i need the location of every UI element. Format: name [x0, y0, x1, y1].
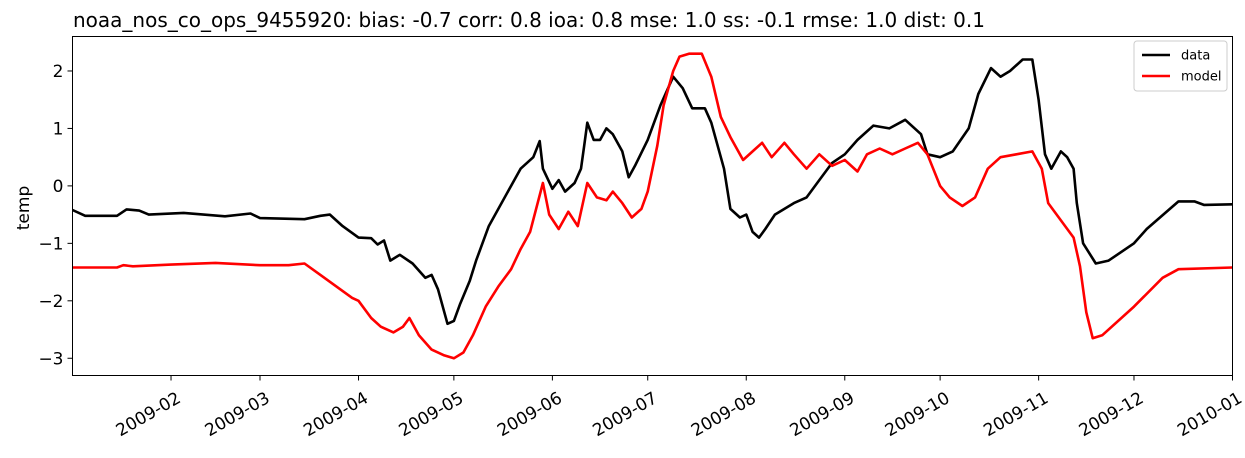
x-tick-label: 2010-01: [1174, 388, 1245, 441]
x-tick-label: 2009-03: [202, 388, 274, 441]
series-line-model: [72, 52, 1233, 360]
x-tick-label: 2009-09: [787, 388, 859, 441]
x-tick-label: 2009-11: [980, 388, 1052, 441]
y-tick-label: 0: [53, 177, 64, 197]
x-tick-label: 2009-07: [590, 388, 662, 441]
y-tick-label: −2: [38, 292, 63, 312]
y-tick-label: 2: [53, 62, 64, 82]
y-axis-label: temp: [14, 186, 34, 230]
x-tick-label: 2009-05: [396, 388, 468, 441]
x-tick-label: 2009-12: [1076, 388, 1148, 441]
x-tick-label: 2009-10: [882, 388, 954, 441]
y-tick-label: −1: [38, 234, 63, 254]
legend-box: [1133, 40, 1228, 92]
y-axis: −3 −2 −1 0 1 2: [38, 62, 73, 369]
x-tick-label: 2009-08: [688, 388, 760, 441]
x-tick-label: 2009-02: [113, 388, 185, 441]
legend-label-model: model: [1181, 70, 1221, 85]
x-axis: 2009-02 2009-03 2009-04 2009-05 2009-06 2009-…: [113, 375, 1245, 441]
plot-frame: [72, 36, 1233, 376]
legend-label-data: data: [1181, 49, 1210, 64]
series-line-data: [71, 58, 1233, 326]
y-tick-label: −3: [38, 349, 63, 369]
chart-title: noaa_nos_co_ops_9455920: bias: -0.7 corr…: [73, 8, 985, 32]
x-tick-label: 2009-04: [300, 388, 372, 441]
series-layer: [71, 52, 1233, 360]
legend: data model: [1133, 40, 1228, 92]
y-tick-label: 1: [53, 119, 64, 139]
x-tick-label: 2009-06: [494, 388, 566, 441]
